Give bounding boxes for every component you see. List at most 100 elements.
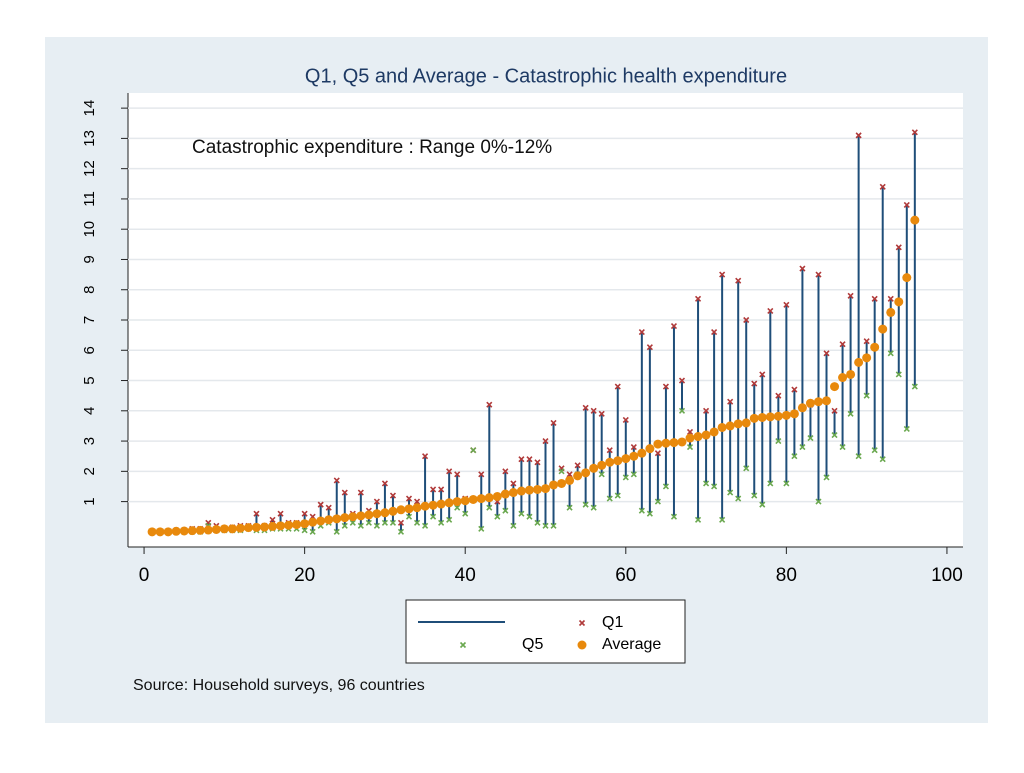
average-dot [878, 324, 888, 334]
average-dot [910, 215, 920, 225]
average-dot [500, 489, 510, 499]
average-dot [444, 498, 454, 508]
average-dot [243, 523, 253, 533]
average-dot [492, 491, 502, 501]
average-dot [757, 412, 767, 422]
marker [791, 453, 798, 460]
marker [622, 474, 629, 481]
y-tick-label: 10 [81, 221, 98, 238]
marker [751, 380, 758, 387]
marker [694, 516, 702, 523]
x-tick-label: 60 [615, 565, 636, 586]
marker [574, 462, 581, 469]
marker [309, 528, 316, 535]
marker [373, 498, 380, 505]
marker [823, 474, 830, 481]
average-dot [854, 357, 864, 367]
marker [446, 516, 453, 523]
marker [566, 504, 573, 511]
y-tick-label: 3 [81, 437, 98, 445]
marker [622, 416, 629, 423]
average-dot [412, 503, 422, 513]
average-dot [324, 515, 334, 525]
average-dot [388, 506, 398, 516]
marker [462, 510, 469, 517]
average-dot [219, 524, 229, 534]
marker [735, 277, 742, 284]
average-dot [749, 413, 759, 423]
marker [807, 434, 814, 442]
marker [333, 528, 340, 535]
marker [486, 401, 493, 408]
marker [654, 498, 661, 505]
average-dot [396, 505, 406, 515]
average-dot [549, 480, 559, 490]
marker [678, 377, 686, 384]
marker [767, 480, 774, 487]
average-dot [894, 297, 904, 307]
average-dot [661, 438, 671, 448]
average-dot [886, 307, 896, 317]
marker [413, 498, 421, 505]
average-dot [693, 432, 703, 442]
average-dot [717, 422, 727, 432]
marker [389, 519, 397, 526]
marker [438, 486, 445, 493]
average-dot [573, 471, 583, 481]
y-tick-label: 14 [81, 100, 98, 117]
legend-marker [578, 619, 586, 627]
marker [582, 501, 589, 508]
marker [735, 495, 742, 502]
marker [454, 504, 461, 511]
marker [397, 528, 405, 535]
marker [646, 510, 653, 517]
marker [839, 341, 846, 348]
marker [373, 522, 380, 529]
legend-label: Average [602, 636, 661, 653]
marker [799, 265, 806, 272]
marker [614, 492, 621, 499]
average-dot [557, 478, 567, 488]
average-dot [524, 485, 534, 495]
marker [847, 292, 854, 299]
average-dot [805, 398, 815, 408]
marker [598, 471, 605, 478]
marker [454, 471, 461, 478]
marker [397, 519, 405, 526]
marker [686, 428, 694, 436]
marker [662, 383, 669, 390]
y-tick-label: 5 [81, 376, 98, 384]
average-dot [300, 519, 310, 529]
marker [703, 407, 710, 414]
marker [879, 183, 886, 190]
marker [783, 480, 790, 487]
marker [799, 444, 806, 451]
marker [381, 480, 388, 487]
x-tick-label: 0 [139, 565, 150, 586]
average-dot [709, 427, 719, 437]
marker [903, 201, 910, 209]
chart-title: Q1, Q5 and Average - Catastrophic health… [305, 65, 787, 87]
y-tick-label: 9 [81, 255, 98, 263]
marker [590, 504, 597, 511]
marker [887, 350, 894, 357]
marker [389, 492, 397, 499]
marker [686, 444, 694, 451]
marker [542, 522, 549, 529]
marker [405, 495, 413, 502]
average-dot [404, 504, 414, 514]
marker [759, 371, 766, 378]
average-dot [179, 526, 189, 536]
marker [494, 513, 501, 520]
marker [518, 510, 525, 517]
marker [518, 456, 525, 463]
marker [534, 459, 541, 466]
marker [413, 519, 421, 526]
marker [743, 316, 750, 324]
average-dot [348, 512, 358, 522]
average-dot [436, 499, 446, 509]
average-dot [701, 430, 711, 440]
average-dot [789, 409, 799, 419]
average-dot [227, 524, 237, 534]
